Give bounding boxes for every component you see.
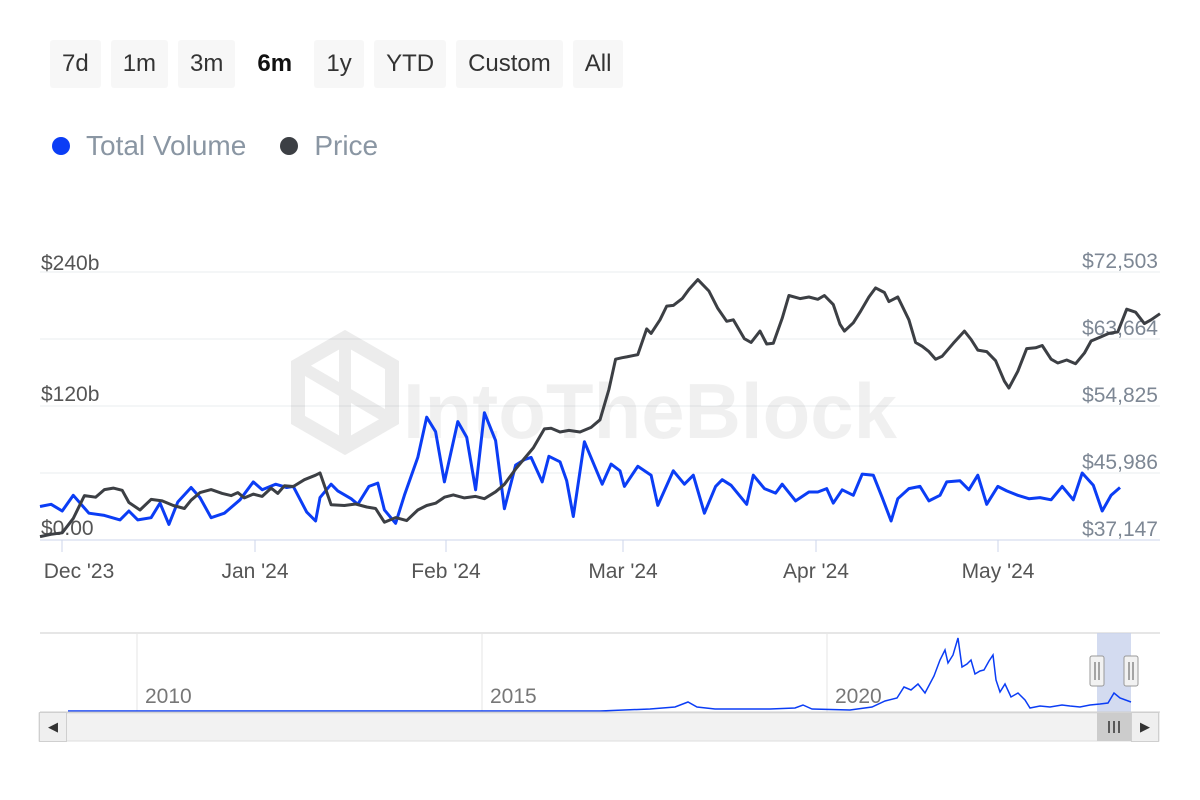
legend-item-price[interactable]: Price — [280, 130, 378, 162]
range-button-all[interactable]: All — [572, 40, 624, 88]
range-button-custom[interactable]: Custom — [456, 40, 563, 88]
range-button-ytd[interactable]: YTD — [374, 40, 447, 88]
arrow-left-icon: ◀ — [48, 719, 58, 734]
legend-label: Price — [314, 130, 379, 161]
scroll-right-button[interactable]: ▶ — [1131, 712, 1159, 742]
navigator-series-line — [68, 637, 1132, 712]
navigator-tick-label: 2015 — [490, 685, 537, 708]
series-line-price — [39, 278, 1161, 539]
navigator-handle-right[interactable] — [1123, 655, 1139, 687]
x-tick-label: Apr '24 — [783, 560, 849, 583]
y-right-tick-label: $54,825 — [1082, 384, 1158, 407]
scroll-left-button[interactable]: ◀ — [39, 712, 67, 742]
range-button-3m[interactable]: 3m — [178, 40, 236, 88]
x-tick-label: Dec '23 — [44, 560, 115, 583]
series-line-total-volume — [39, 411, 1121, 526]
arrow-right-icon: ▶ — [1140, 719, 1150, 734]
watermark-logo-icon — [291, 329, 399, 456]
legend-label: Total Volume — [86, 130, 247, 161]
legend-item-total-volume[interactable]: Total Volume — [52, 130, 246, 162]
range-button-1y[interactable]: 1y — [314, 40, 365, 88]
y-right-tick-label: $45,986 — [1082, 451, 1158, 474]
y-right-tick-label: $72,503 — [1082, 250, 1158, 273]
legend-marker — [52, 137, 70, 155]
navigator-tick-label: 2010 — [145, 685, 192, 708]
y-left-tick-label: $120b — [41, 383, 99, 406]
scrollbar-track[interactable] — [38, 712, 1160, 742]
y-left-tick-label: $240b — [41, 252, 99, 275]
x-tick-label: Mar '24 — [588, 560, 658, 583]
watermark-text: IntoTheBlock — [403, 367, 898, 455]
x-tick-label: Jan '24 — [221, 560, 288, 583]
range-button-7d[interactable]: 7d — [50, 40, 101, 88]
x-tick-label: May '24 — [962, 560, 1035, 583]
x-tick-label: Feb '24 — [411, 560, 481, 583]
legend-marker — [280, 137, 299, 155]
navigator-tick-label: 2020 — [835, 685, 882, 708]
range-selector: 7d 1m 3m 6m 1y YTD Custom All — [50, 40, 624, 88]
navigator-handle-left[interactable] — [1089, 655, 1105, 687]
legend: Total Volume Price — [52, 130, 378, 162]
range-button-6m[interactable]: 6m — [245, 40, 305, 88]
range-button-1m[interactable]: 1m — [110, 40, 169, 88]
y-right-tick-label: $37,147 — [1082, 518, 1158, 541]
